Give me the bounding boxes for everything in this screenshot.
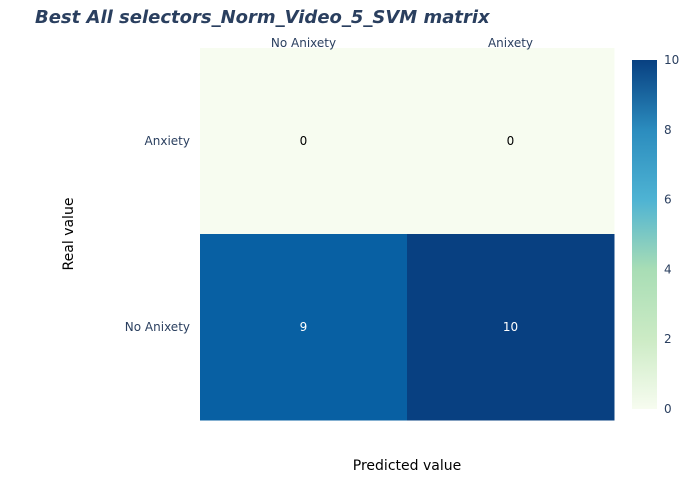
heatmap-cell <box>200 48 408 235</box>
cell-value-label: 10 <box>503 320 518 334</box>
y-tick-label: No Anixety <box>125 320 190 334</box>
heatmap-cell <box>407 48 615 235</box>
colorbar-tick-label: 10 <box>664 53 679 67</box>
cell-value-label: 0 <box>300 134 308 148</box>
colorbar-tick-label: 0 <box>664 402 672 416</box>
cell-value-label: 9 <box>300 320 308 334</box>
colorbar-tick-label: 4 <box>664 262 672 276</box>
y-axis-title: Real value <box>61 198 77 271</box>
x-tick-label: Anixety <box>488 36 533 50</box>
colorbar-tick-label: 2 <box>664 332 672 346</box>
x-tick-label: No Anixety <box>271 36 336 50</box>
heatmap-cell <box>407 234 615 421</box>
colorbar-tick-label: 6 <box>664 193 672 207</box>
x-axis-title: Predicted value <box>353 458 461 474</box>
y-tick-label: Anxiety <box>145 134 190 148</box>
colorbar <box>632 60 657 409</box>
colorbar-tick-label: 8 <box>664 123 672 137</box>
cell-value-label: 0 <box>507 134 515 148</box>
heatmap-cell <box>200 234 408 421</box>
chart-title: Best All selectors_Norm_Video_5_SVM matr… <box>35 7 490 28</box>
